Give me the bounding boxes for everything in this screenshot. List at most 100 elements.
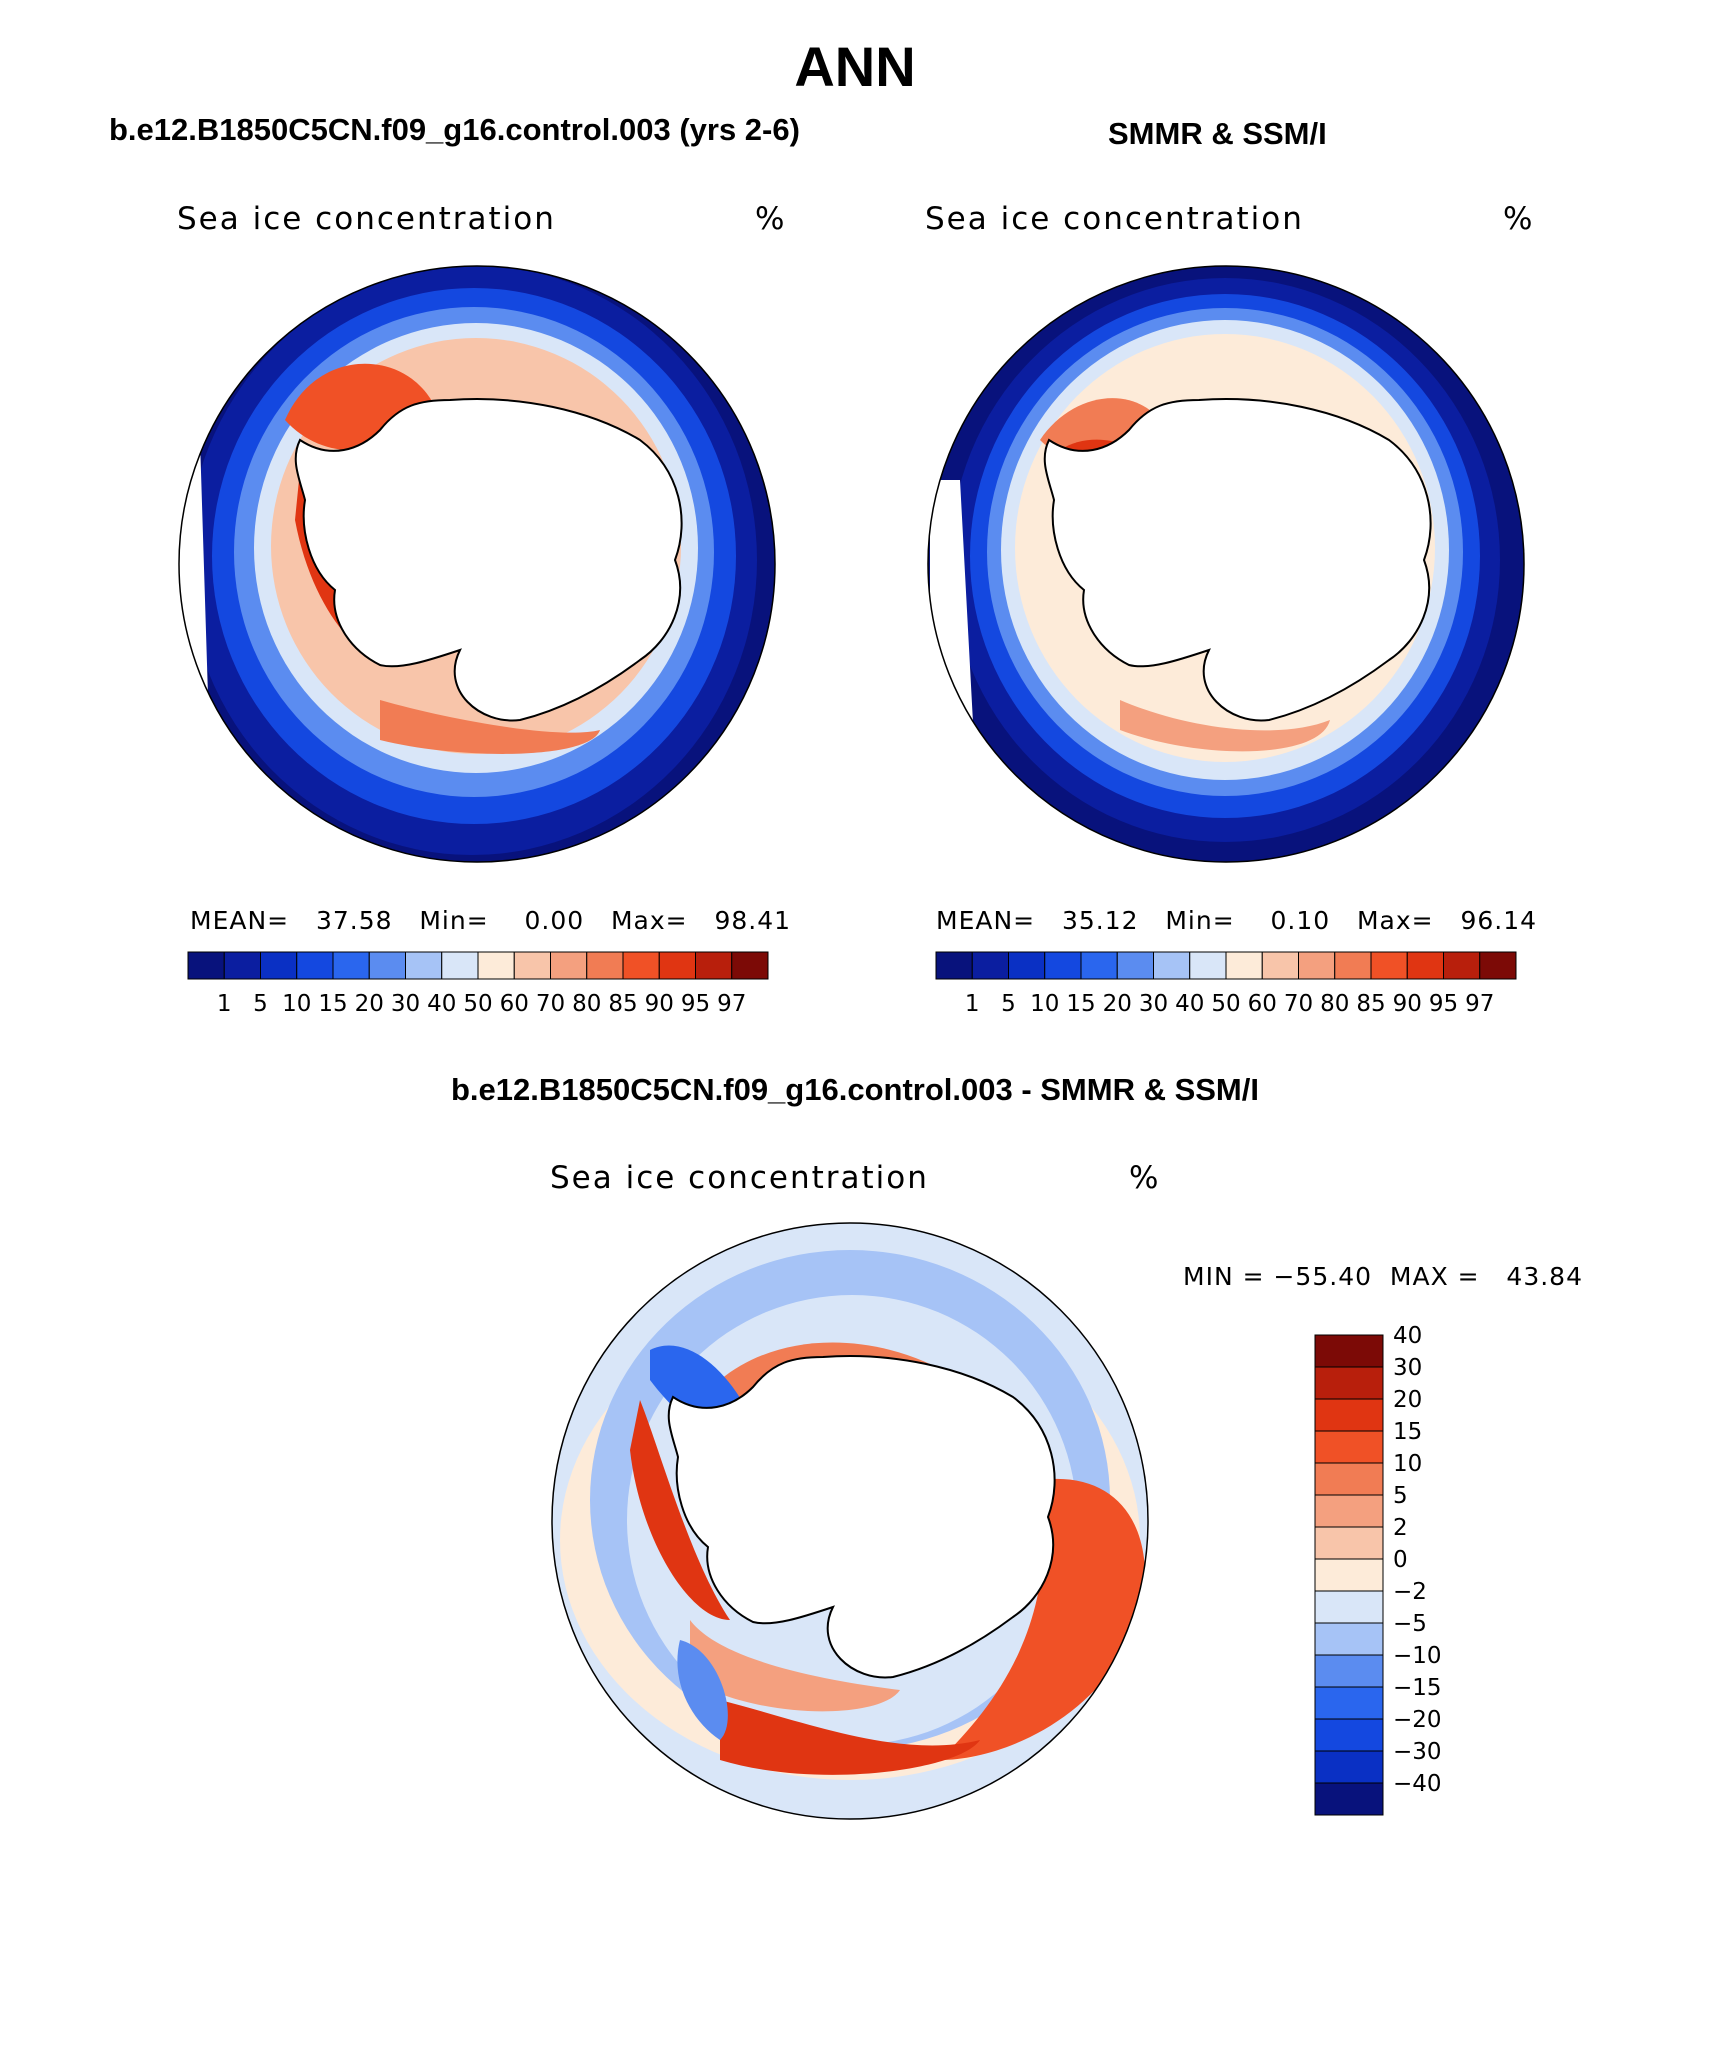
model-colorbar-tick-label: 90: [645, 991, 674, 1017]
model-colorbar-tick-label: 20: [355, 991, 384, 1017]
diff-colorbar-swatch: [1314, 1686, 1384, 1720]
obs-case-title: SMMR & SSM/I: [1108, 116, 1327, 151]
diff-colorbar-swatch: [1314, 1398, 1384, 1432]
obs-colorbar-swatch: [1334, 951, 1372, 980]
model-colorbar-tick-label: 1: [217, 991, 232, 1017]
diff-colorbar-tick-label: −40: [1393, 1771, 1442, 1797]
diff-colorbar-tick-label: 2: [1393, 1515, 1408, 1541]
model-unit-label: %: [755, 201, 785, 237]
main-title: ANN: [794, 35, 916, 98]
diff-unit-label: %: [1129, 1160, 1159, 1196]
diff-west-pos: [630, 1400, 730, 1620]
model-colorbar-tick-label: 10: [282, 991, 311, 1017]
obs-colorbar-swatch: [1116, 951, 1154, 980]
obs-colorbar-tick-label: 95: [1429, 991, 1458, 1017]
model-colorbar-tick-label: 97: [717, 991, 746, 1017]
diff-colorbar-swatch: [1314, 1526, 1384, 1560]
obs-colorbar-swatch: [1008, 951, 1046, 980]
diff-colorbar-tick-label: −20: [1393, 1707, 1442, 1733]
obs-colorbar-tick-label: 70: [1284, 991, 1313, 1017]
obs-colorbar-swatch: [1080, 951, 1118, 980]
model-colorbar-tick-label: 50: [463, 991, 492, 1017]
diff-colorbar-swatch: [1314, 1590, 1384, 1624]
obs-colorbar-swatch: [971, 951, 1009, 980]
obs-colorbar-swatch: [1225, 951, 1263, 980]
obs-colorbar-tick-label: 20: [1103, 991, 1132, 1017]
diff-minmax: MIN = −55.40 MAX = 43.84: [1183, 1262, 1583, 1291]
obs-colorbar-tick-label: 10: [1030, 991, 1059, 1017]
obs-colorbar-tick-label: 5: [1001, 991, 1016, 1017]
diff-colorbar-tick-label: 5: [1393, 1483, 1408, 1509]
model-colorbar-swatch: [622, 951, 660, 980]
model-case-title: b.e12.B1850C5CN.f09_g16.control.003 (yrs…: [109, 112, 800, 147]
obs-stats: MEAN= 35.12 Min= 0.10 Max= 96.14: [936, 906, 1538, 935]
obs-colorbar-tick-label: 50: [1211, 991, 1240, 1017]
diff-variable-label: Sea ice concentration: [550, 1160, 929, 1196]
diff-south-pos: [690, 1620, 900, 1712]
obs-colorbar: 1 5 10 15 20 30 40 50 60 70 80 85 90 95 97: [935, 951, 1517, 1017]
model-variable-label: Sea ice concentration: [177, 201, 556, 237]
model-map-border: [178, 265, 776, 863]
model-colorbar-swatch: [441, 951, 479, 980]
diff-colorbar-swatch: [1314, 1654, 1384, 1688]
model-colorbar-tick-label: 15: [318, 991, 347, 1017]
diff-colorbar-swatch: [1314, 1334, 1384, 1368]
obs-colorbar-tick-label: 60: [1248, 991, 1277, 1017]
obs-colorbar-swatch: [1406, 951, 1444, 980]
model-colorbar-swatch: [296, 951, 334, 980]
diff-colorbar-tick-label: −15: [1393, 1675, 1442, 1701]
diff-colorbar-swatch: [1314, 1366, 1384, 1400]
model-colorbar-tick-label: 60: [500, 991, 529, 1017]
diff-case-title: b.e12.B1850C5CN.f09_g16.control.003 - SM…: [451, 1072, 1259, 1107]
diff-south-neg: [677, 1640, 728, 1740]
obs-colorbar-swatch: [1479, 951, 1517, 980]
model-colorbar-tick-label: 30: [391, 991, 420, 1017]
diff-colorbar-swatch: [1314, 1622, 1384, 1656]
obs-colorbar-tick-label: 40: [1175, 991, 1204, 1017]
model-colorbar-swatch: [731, 951, 769, 980]
obs-colorbar-tick-label: 90: [1393, 991, 1422, 1017]
obs-colorbar-tick-label: 1: [965, 991, 980, 1017]
model-colorbar-swatch: [187, 951, 225, 980]
diff-colorbar-swatch: [1314, 1494, 1384, 1528]
model-colorbar-tick-label: 70: [536, 991, 565, 1017]
diff-colorbar-swatch: [1314, 1718, 1384, 1752]
obs-colorbar-swatch: [1153, 951, 1191, 980]
obs-colorbar-tick-label: 30: [1139, 991, 1168, 1017]
obs-antarctica: [1043, 398, 1432, 722]
diff-map-border: [551, 1222, 1149, 1820]
model-colorbar-swatch: [695, 951, 733, 980]
diff-colorbar-tick-label: −2: [1393, 1579, 1427, 1605]
obs-unit-label: %: [1503, 201, 1533, 237]
diff-antarctica: [667, 1355, 1056, 1679]
model-colorbar-tick-label: 40: [427, 991, 456, 1017]
obs-colorbar-swatch: [1443, 951, 1481, 980]
diff-colorbar-swatch: [1314, 1462, 1384, 1496]
diff-colorbar-tick-label: −10: [1393, 1643, 1442, 1669]
model-colorbar-tick-label: 80: [572, 991, 601, 1017]
model-outer-white: [179, 440, 230, 860]
obs-colorbar-tick-label: 80: [1320, 991, 1349, 1017]
diff-colorbar-tick-label: 30: [1393, 1355, 1422, 1381]
diff-colorbar-tick-label: −30: [1393, 1739, 1442, 1765]
model-colorbar-swatch: [332, 951, 370, 980]
obs-map-border: [927, 265, 1525, 863]
obs-colorbar-tick-label: 15: [1066, 991, 1095, 1017]
diff-colorbar-tick-label: 20: [1393, 1387, 1422, 1413]
obs-colorbar-tick-label: 85: [1356, 991, 1385, 1017]
model-colorbar-swatch: [368, 951, 406, 980]
model-colorbar-tick-label: 95: [681, 991, 710, 1017]
diff-ross-pos: [720, 1700, 980, 1775]
obs-colorbar-swatch: [1370, 951, 1408, 980]
model-colorbar: 1 5 10 15 20 30 40 50 60 70 80 85 90 95 97: [187, 951, 769, 1017]
model-colorbar-swatch: [223, 951, 261, 980]
diff-colorbar-tick-label: 0: [1393, 1547, 1408, 1573]
model-colorbar-swatch: [260, 951, 298, 980]
diff-colorbar-swatch: [1314, 1750, 1384, 1784]
obs-ross-high: [1120, 700, 1330, 752]
diff-colorbar-swatch: [1314, 1558, 1384, 1592]
model-map: [178, 265, 776, 863]
obs-variable-label: Sea ice concentration: [925, 201, 1304, 237]
